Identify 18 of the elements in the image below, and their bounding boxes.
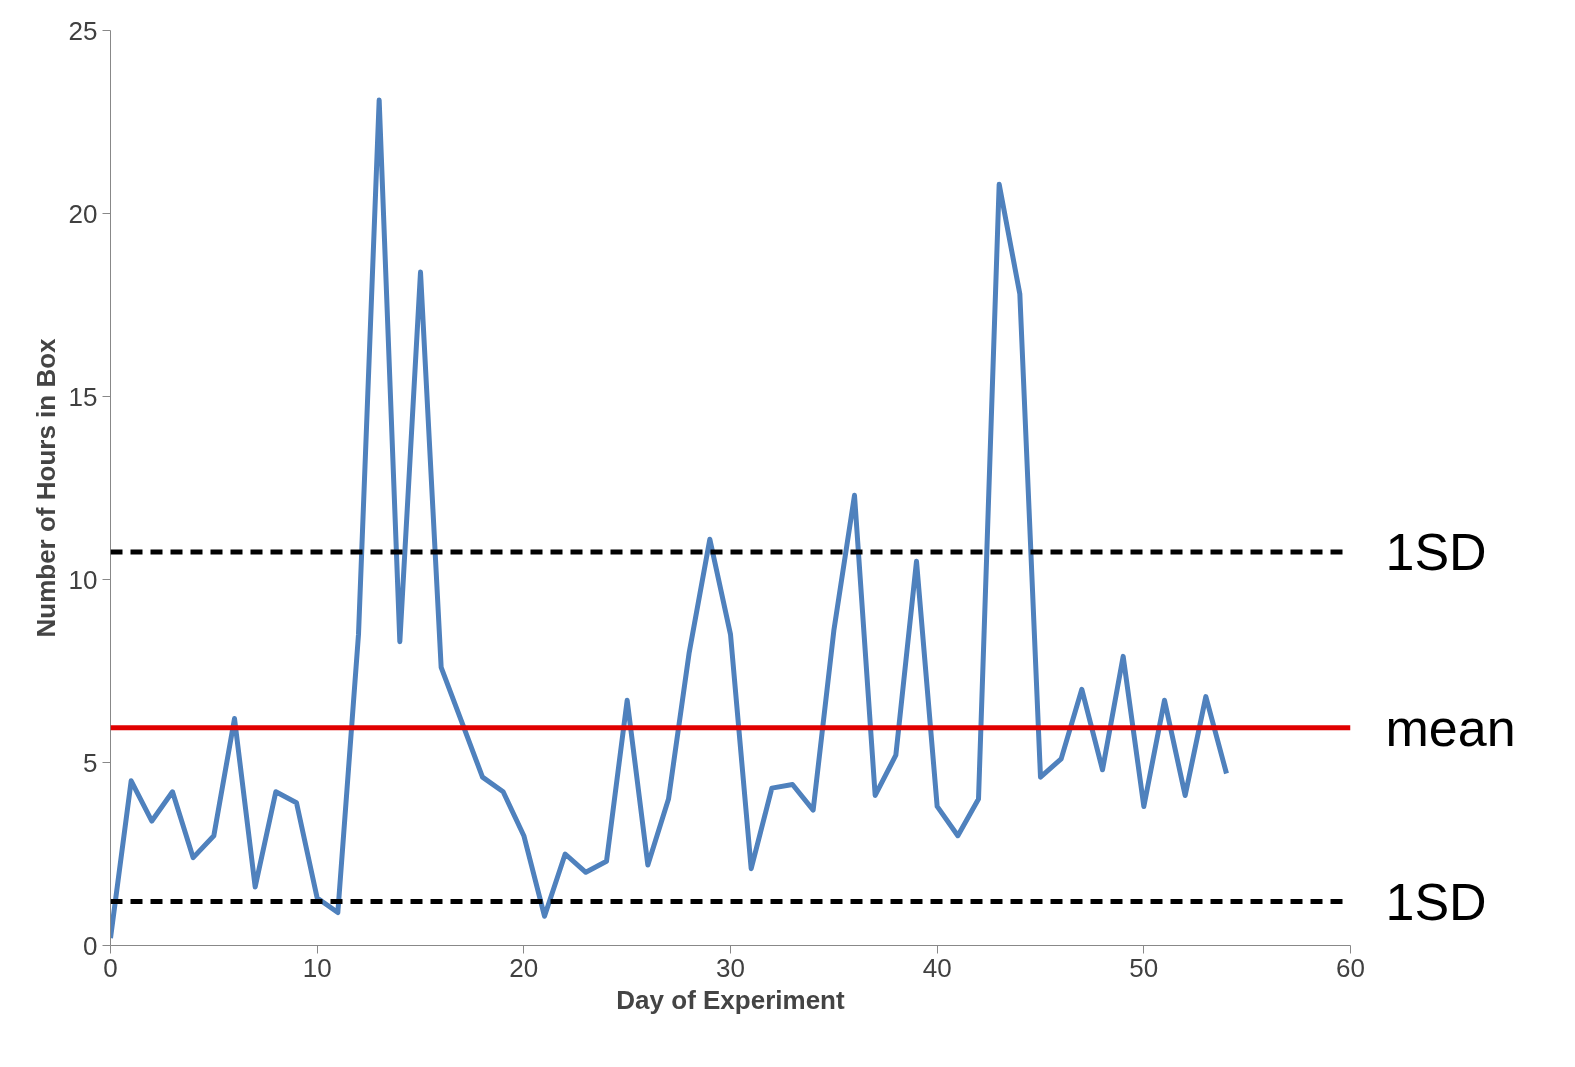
y-tick-label: 0	[83, 930, 98, 961]
y-tick-label: 25	[68, 15, 98, 46]
x-axis-title: Day of Experiment	[616, 984, 845, 1015]
y-tick-label: 20	[68, 198, 98, 229]
y-tick-label: 10	[68, 564, 98, 595]
x-tick-label: 50	[1129, 952, 1159, 983]
ref-line-label: 1SD	[1385, 523, 1487, 582]
ref-line-label: mean	[1385, 698, 1516, 757]
x-tick-label: 40	[922, 952, 952, 983]
x-tick-label: 20	[509, 952, 539, 983]
y-tick-label: 5	[83, 747, 98, 778]
ref-line-label: 1SD	[1385, 872, 1487, 931]
y-tick-label: 15	[68, 381, 98, 412]
x-tick-label: 30	[716, 952, 745, 983]
x-tick-label: 10	[302, 952, 332, 983]
x-tick-label: 60	[1336, 952, 1365, 983]
y-axis-title: Number of Hours in Box	[30, 337, 61, 638]
x-tick-label: 0	[103, 952, 118, 983]
